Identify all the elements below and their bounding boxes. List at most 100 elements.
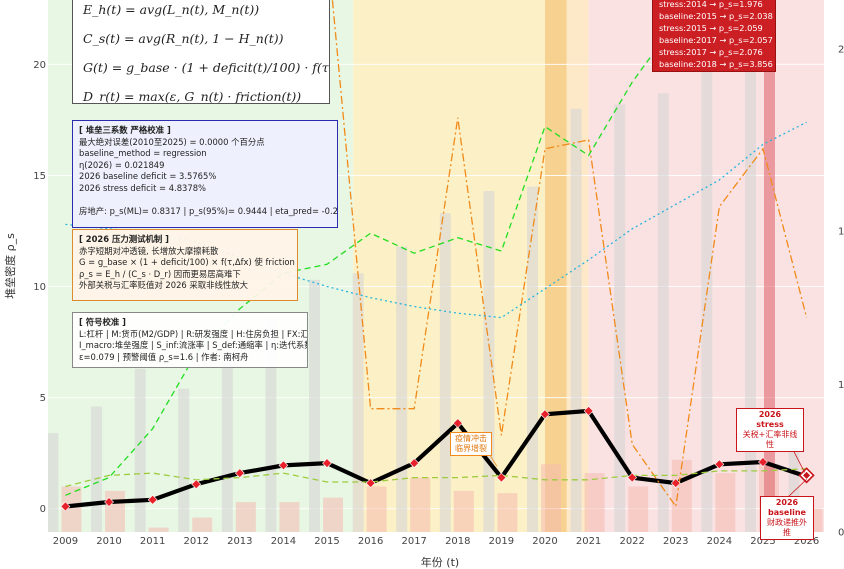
bar-pink xyxy=(61,486,82,532)
regime-band xyxy=(544,0,567,532)
symbols-title: [ 符号校准 ] xyxy=(79,317,126,327)
rho-marker xyxy=(365,478,376,489)
rho-marker xyxy=(322,458,332,469)
calibration-line xyxy=(79,195,331,206)
bar-gray xyxy=(134,368,146,532)
stress-title: [ 2026 压力测试机制 ] xyxy=(79,234,169,244)
x-tick-label: 2014 xyxy=(271,536,296,547)
calibration-line: baseline_method = regression xyxy=(79,148,207,159)
right-tick-label: 1 xyxy=(838,380,844,391)
rho-line: stress:2017 → p_s=2.076 xyxy=(659,47,763,58)
stress-2026-annotation: 2026 stress 关税+汇率非线性 xyxy=(736,408,804,452)
series-line-rho_s_main xyxy=(65,408,808,509)
formula-line: C_s(t) = avg(R_n(t), 1 − H_n(t)) xyxy=(83,31,284,46)
calibration-line: η(2026) = 0.021849 xyxy=(79,159,165,170)
bar-gray xyxy=(439,213,451,532)
stress-2026-sub: 关税+汇率非线性 xyxy=(742,430,798,449)
rho-line: stress:2015 → p_s=2.059 xyxy=(659,23,763,34)
series-markers xyxy=(60,406,815,512)
pandemic-annotation: 疫情冲击 临界增裂 xyxy=(450,432,492,456)
bar-gray xyxy=(570,108,582,532)
pandemic-line-1: 疫情冲击 xyxy=(455,434,487,443)
bar-gray xyxy=(309,279,321,532)
bar-gray xyxy=(265,315,277,532)
x-tick-label: 2011 xyxy=(140,536,165,547)
rho-line: stress:2014 → p_s=1.976 xyxy=(659,0,763,9)
x-tick-label: 2009 xyxy=(53,536,78,547)
x-tick-label: 2018 xyxy=(445,536,470,547)
x-tick-label: 2020 xyxy=(532,536,557,547)
symbols-panel: [ 符号校准 ] L:杠杆 | M:货币(M2/GDP) | R:研发强度 | … xyxy=(72,312,308,368)
rho-marker xyxy=(234,468,245,479)
formula-line: E_h(t) = avg(L_n(t), M_n(t)) xyxy=(83,2,260,17)
x-tick-label: 2010 xyxy=(96,536,121,547)
bar-layer xyxy=(48,0,823,532)
bar-gray xyxy=(701,59,713,532)
y-tick-label: 20 xyxy=(33,60,46,71)
bar-gray xyxy=(614,104,626,532)
y-tick-label: 5 xyxy=(40,393,46,404)
bar-pink xyxy=(453,490,474,532)
right-tick-label: 2 xyxy=(838,44,844,55)
right-tick-label: 1 xyxy=(838,227,844,238)
rho-marker xyxy=(409,458,420,469)
y-tick-label: 15 xyxy=(33,171,46,182)
bar-pink xyxy=(628,486,649,532)
calibration-line: 2026 baseline deficit = 3.5765% xyxy=(79,171,217,182)
rho-values-panel: stress:2014 → p_s=1.976 baseline:2015 → … xyxy=(652,0,776,72)
rho-marker xyxy=(714,459,725,470)
baseline-2026-year: 2026 xyxy=(775,498,799,507)
baseline-2026-annotation: 2026 baseline 财政递推外推 xyxy=(760,496,814,540)
x-tick-label: 2013 xyxy=(227,536,252,547)
stress-line: ρ_s = E_h / (C_s · D_r) 因而更易居高难下 xyxy=(79,268,241,279)
baseline-2026-label: baseline xyxy=(768,508,806,517)
x-tick-label: 2017 xyxy=(401,536,426,547)
y-axis-label: 堆垒密度 ρ_s xyxy=(3,233,17,299)
bar-gray xyxy=(221,355,233,532)
bar-gray xyxy=(352,273,364,532)
stress-line: 外部关税与汇率贬值对 2026 采取非线性放大 xyxy=(79,280,249,291)
rho-marker xyxy=(627,472,638,483)
bar-pink xyxy=(192,517,213,532)
x-tick-label: 2016 xyxy=(358,536,383,547)
rho-line: baseline:2015 → p_s=2.038 xyxy=(659,11,773,22)
symbols-line: ε=0.079 | 预警阈值 ρ_s=1.6 | 作者: 南柯舟 xyxy=(79,351,249,362)
formula-panel: E_h(t) = avg(L_n(t), M_n(t)) C_s(t) = av… xyxy=(72,0,330,104)
stress-2026-label: stress xyxy=(756,420,784,429)
symbols-line: I_macro:堆垒强度 | S_inf:流涨率 | S_def:通缩率 | η… xyxy=(79,340,308,351)
bar-pink xyxy=(366,486,387,532)
calibration-title: [ 堆垒三系数 严格校准 ] xyxy=(79,125,171,135)
bar-pink xyxy=(715,473,736,532)
y-tick-label: 0 xyxy=(40,504,46,515)
stress-line: G = g_base × (1 + deficit/100) × f(τ,Δfx… xyxy=(79,257,298,268)
bar-gray xyxy=(396,246,408,532)
rho-line: baseline:2017 → p_s=2.057 xyxy=(659,35,773,46)
bar-pink xyxy=(105,490,126,532)
stress-2026-marker-core xyxy=(803,471,811,479)
bar-gray xyxy=(178,388,190,532)
bar-pink xyxy=(497,493,518,532)
x-tick-label: 2019 xyxy=(489,536,514,547)
rho-marker xyxy=(452,418,463,429)
x-tick-label: 2024 xyxy=(707,536,732,547)
bar-gray xyxy=(483,191,495,532)
rho-marker xyxy=(191,479,202,490)
rho-marker xyxy=(147,494,158,505)
bar-pink xyxy=(671,459,692,532)
bar-gray xyxy=(91,406,103,532)
baseline-2026-sub: 财政递推外推 xyxy=(767,518,807,537)
calibration-line: 2026 stress deficit = 4.8378% xyxy=(79,182,206,193)
bar-gray xyxy=(48,433,59,532)
formula-line: G(t) = g_base · (1 + deficit(t)/100) · f… xyxy=(83,60,329,75)
x-tick-label: 2012 xyxy=(183,536,208,547)
bar-pink xyxy=(235,502,256,532)
right-axis: 0 1 1 2 xyxy=(838,44,844,538)
bar-pink xyxy=(584,473,605,532)
calibration-line: 最大绝对误差(2010至2025) = 0.0000 个百分点 xyxy=(79,136,265,147)
bar-gray xyxy=(657,93,669,532)
x-tick-label: 2021 xyxy=(576,536,601,547)
rho-marker xyxy=(758,457,768,467)
formula-line: D_r(t) = max(ε, G_n(t) · friction(t)) xyxy=(83,89,302,104)
series-line-baseline_lightgreen xyxy=(65,468,807,488)
bar-gray xyxy=(788,433,800,532)
